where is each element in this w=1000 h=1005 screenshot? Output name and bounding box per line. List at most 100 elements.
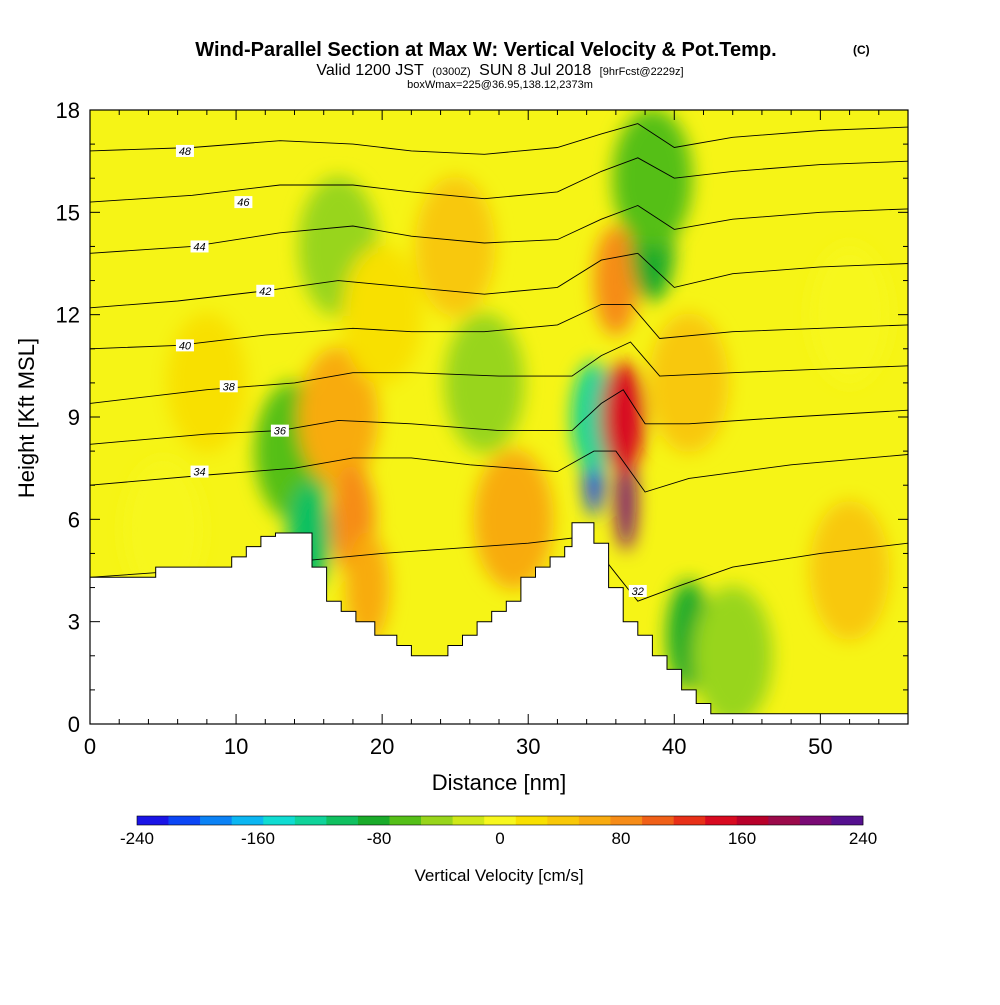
valid-utc: (0300Z) (432, 66, 471, 78)
velocity-cell (809, 244, 890, 385)
x-axis-label: Distance [nm] (432, 770, 567, 795)
colorbar: -240 -160 -80 0 80 160 240 (120, 815, 877, 848)
isentrope-label: 46 (237, 197, 250, 209)
x-tick-label: 30 (516, 734, 540, 759)
isentrope-label-bg (270, 424, 289, 437)
isentrope-label-bg (219, 380, 238, 393)
colorbar-swatch (326, 816, 359, 825)
isentrope-line (90, 535, 908, 602)
isentrope-label: 38 (223, 381, 236, 393)
box-info: boxWmax=225@36.95,138.12,2373m (407, 79, 593, 91)
velocity-cell (342, 244, 423, 385)
isentrope-label-bg (628, 584, 647, 597)
velocity-cell (123, 459, 204, 600)
velocity-cell (692, 585, 773, 724)
y-tick-label: 15 (56, 200, 80, 225)
isentrope-line (90, 157, 908, 203)
x-tick-label: 0 (84, 734, 96, 759)
isentrope-label: 42 (259, 286, 271, 298)
valid-prefix: Valid 1200 JST (316, 62, 424, 79)
isentrope-label: 32 (632, 586, 644, 598)
velocity-cell (593, 225, 638, 336)
colorbar-tick-label: -160 (241, 829, 275, 848)
colorbar-swatch (263, 816, 296, 825)
valid-date: SUN 8 Jul 2018 (479, 62, 591, 79)
colorbar-swatch (642, 816, 674, 825)
colorbar-swatch (578, 816, 611, 825)
velocity-cell (612, 110, 693, 249)
y-tick-label: 18 (56, 98, 80, 123)
isentrope-label-bg (256, 284, 275, 297)
chart-title: Wind-Parallel Section at Max W: Vertical… (195, 39, 776, 61)
colorbar-swatch (768, 816, 801, 825)
isentrope-label-bg (190, 465, 209, 478)
velocity-cell (648, 312, 729, 453)
velocity-cell (298, 347, 379, 487)
y-tick-label: 9 (68, 405, 80, 430)
velocity-cell (345, 532, 390, 643)
y-tick-label: 3 (68, 610, 80, 635)
colorbar-swatch (515, 816, 548, 825)
isentrope-line (90, 450, 908, 493)
isentrope-line (90, 341, 908, 404)
isentrope-label-bg (175, 144, 194, 157)
isentrope-label: 34 (193, 467, 205, 479)
isentrope-label: 36 (274, 426, 287, 438)
colorbar-swatch (831, 816, 864, 825)
colorbar-swatch (294, 816, 327, 825)
velocity-cell (473, 449, 554, 590)
velocity-cell (601, 362, 646, 472)
colorbar-swatch (452, 816, 485, 825)
velocity-cell (415, 176, 496, 317)
isentrope-line (90, 204, 908, 254)
isentrope-line (90, 303, 908, 350)
velocity-cell (616, 454, 637, 551)
y-tick-label: 0 (68, 712, 80, 737)
colorbar-label: Vertical Velocity [cm/s] (414, 866, 583, 885)
colorbar-tick-label: 0 (495, 829, 504, 848)
colorbar-swatch (673, 816, 706, 825)
isentrope-label: 40 (179, 340, 192, 352)
copyright-mark: (C) (853, 43, 870, 57)
isentrope-label-bg (175, 339, 194, 352)
colorbar-swatch (736, 816, 769, 825)
colorbar-swatch (799, 816, 832, 825)
x-tick-label: 40 (662, 734, 686, 759)
colorbar-swatch (421, 816, 453, 825)
isentrope-label: 44 (193, 241, 205, 253)
colorbar-tick-label: -80 (367, 829, 392, 848)
colorbar-tick-label: 240 (849, 829, 877, 848)
colorbar-swatch (547, 816, 580, 825)
colorbar-swatch (389, 816, 422, 825)
velocity-cell (444, 312, 525, 453)
colorbar-swatch (200, 816, 232, 825)
x-tick-label: 10 (224, 734, 248, 759)
x-tick-label: 20 (370, 734, 394, 759)
terrain-mask (90, 522, 908, 724)
colorbar-swatch (231, 816, 264, 825)
velocity-cell (809, 500, 890, 641)
isentrope-label: 48 (179, 146, 192, 158)
colorbar-frame (136, 815, 864, 826)
colorbar-swatch (610, 816, 643, 825)
y-tick-label: 6 (68, 507, 80, 532)
colorbar-tick-label: 80 (612, 829, 631, 848)
isentrope-line (90, 123, 908, 155)
plot-area (90, 110, 908, 724)
forecast-info: [9hrFcst@2229z] (600, 66, 684, 78)
colorbar-swatch (484, 816, 517, 825)
y-tick-label: 12 (56, 303, 80, 328)
colorbar-swatch (137, 816, 169, 825)
isentrope-label-bg (190, 240, 209, 253)
isentrope-label-bg (234, 196, 253, 209)
colorbar-swatch (705, 816, 738, 825)
x-tick-label: 50 (808, 734, 832, 759)
colorbar-tick-label: -240 (120, 829, 154, 848)
colorbar-tick-label: 160 (728, 829, 756, 848)
isentrope-labels: 32 34 36 38 40 42 44 46 48 (175, 144, 647, 598)
colorbar-swatch (168, 816, 201, 825)
valid-time-line: Valid 1200 JST (0300Z) SUN 8 Jul 2018 [9… (316, 62, 683, 79)
colorbar-swatch (357, 816, 390, 825)
